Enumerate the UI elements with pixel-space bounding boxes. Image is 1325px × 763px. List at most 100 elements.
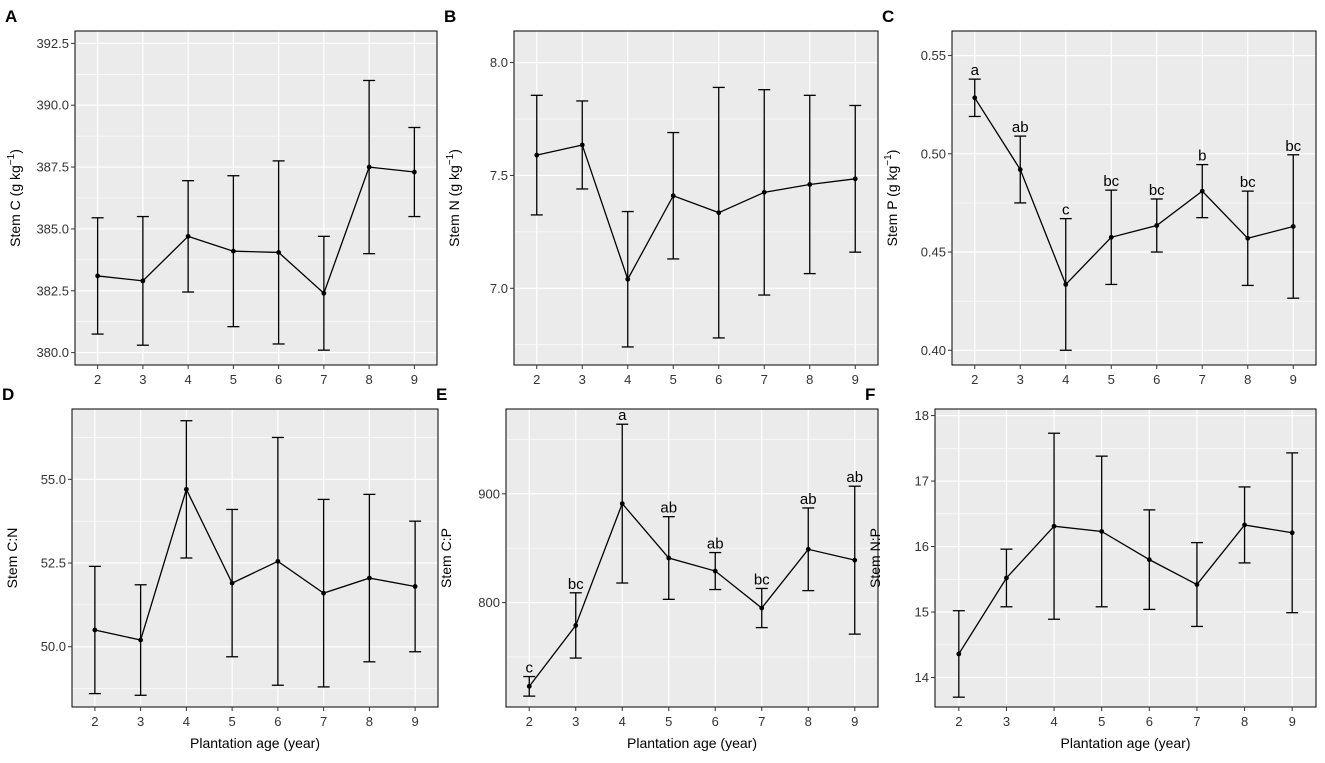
data-point [275, 558, 281, 564]
x-tick-label: 5 [665, 714, 672, 729]
data-point [1199, 188, 1205, 194]
x-tick-label: 6 [712, 714, 719, 729]
data-point [625, 276, 631, 282]
x-tick-label: 6 [715, 372, 722, 387]
significance-letter: c [526, 660, 534, 677]
y-axis-title-unit: (g kg [7, 165, 23, 196]
data-point [138, 637, 144, 643]
y-axis-title: Stem P (g kg−1) [883, 150, 900, 247]
significance-letter: bc [568, 576, 584, 593]
series-line [974, 97, 1294, 286]
panel-a: 380.0 382.5 385.0 387.5 390.0 392.5 2 3 4 5 6 7 8 9 St… [5, 7, 438, 387]
x-tick-label: 4 [1050, 714, 1057, 729]
x-tick-label: 3 [139, 372, 146, 387]
panel-background [514, 31, 878, 365]
data-point [573, 623, 579, 628]
y-tick-label: 15 [915, 605, 929, 620]
x-tick-label: 2 [955, 714, 962, 729]
x-tick-label: 7 [758, 714, 765, 729]
x-tick-label: 5 [1098, 714, 1105, 729]
panel-e: 800 900 2 3 4 5 6 7 8 9 Plantation age (year) Stem … [436, 385, 879, 751]
y-tick-label: 18 [915, 408, 929, 423]
significance-letter: bc [754, 571, 770, 588]
x-tick-label: 4 [624, 372, 631, 387]
x-tick-label: 3 [1017, 372, 1024, 387]
panel-letter: D [2, 385, 14, 404]
x-tick-label: 8 [366, 372, 373, 387]
significance-letter: ab [846, 469, 863, 486]
y-tick-label: 52.5 [41, 556, 66, 571]
data-point [411, 169, 417, 175]
panel-letter: B [444, 7, 456, 26]
data-point [807, 182, 813, 187]
x-tick-label: 6 [1146, 714, 1153, 729]
x-axis-title: Plantation age (year) [190, 735, 320, 751]
data-point [1063, 282, 1069, 287]
y-axis-title-main: Stem C:P [438, 528, 454, 588]
y-tick-label: 0.50 [921, 146, 946, 161]
y-axis-title-superscript: −1 [6, 153, 17, 165]
x-axis-title: Plantation age (year) [627, 735, 757, 751]
y-axis-title-main: Stem N [446, 196, 462, 247]
data-point [1146, 557, 1152, 563]
significance-letter: bc [1149, 182, 1165, 199]
data-point [670, 193, 676, 199]
data-point [852, 176, 858, 182]
x-tick-label: 5 [230, 372, 237, 387]
y-axis-title: Stem C:P [438, 528, 454, 588]
panel-border [951, 30, 1317, 366]
y-axis-title: Stem C (g kg−1) [6, 149, 23, 247]
x-tick-label: 2 [533, 372, 540, 387]
x-tick-label: 8 [806, 372, 813, 387]
panel-border [934, 408, 1317, 708]
data-point [276, 250, 282, 255]
panel-letter: A [5, 7, 17, 26]
y-tick-label: 17 [915, 474, 929, 489]
data-point [230, 248, 236, 254]
data-point [761, 189, 767, 195]
series-line [958, 524, 1293, 655]
data-point [852, 557, 858, 563]
panel-background [72, 409, 438, 707]
panel-border [71, 408, 439, 708]
panel-letter: C [882, 7, 894, 26]
x-tick-label: 9 [852, 372, 859, 387]
data-point [526, 683, 532, 689]
x-tick-label: 7 [761, 372, 768, 387]
x-tick-label: 3 [137, 714, 144, 729]
y-tick-label: 900 [478, 486, 500, 501]
data-point [1108, 234, 1114, 240]
x-tick-label: 8 [1241, 714, 1248, 729]
x-axis-title: Plantation age (year) [1061, 735, 1191, 751]
x-tick-label: 3 [1003, 714, 1010, 729]
data-point [1051, 523, 1057, 529]
x-tick-label: 4 [619, 714, 626, 729]
y-axis-title-unit: (g kg [446, 165, 462, 196]
y-tick-label: 7.5 [490, 168, 508, 183]
panel-d: 50.0 52.5 55.0 2 3 4 5 6 7 8 9 Plantation age (year… [2, 385, 439, 751]
y-axis-title-superscript: −1 [883, 154, 894, 166]
data-point [579, 142, 585, 148]
y-tick-label: 8.0 [490, 55, 508, 70]
significance-letter: a [618, 407, 627, 424]
x-tick-label: 2 [971, 372, 978, 387]
data-point [972, 95, 978, 101]
panel-border [513, 30, 879, 366]
data-point [1099, 529, 1105, 534]
significance-letter: c [1062, 202, 1070, 219]
x-tick-label: 3 [572, 714, 579, 729]
x-tick-label: 3 [579, 372, 586, 387]
x-tick-label: 2 [94, 372, 101, 387]
x-tick-label: 8 [805, 714, 812, 729]
data-point [183, 486, 189, 492]
significance-letter: bc [1285, 138, 1301, 155]
panel-letter: F [865, 385, 875, 404]
data-point [92, 627, 98, 633]
data-point [1154, 223, 1160, 228]
x-tick-label: 4 [1062, 372, 1069, 387]
y-axis-title-close: ) [446, 149, 462, 154]
y-tick-label: 16 [915, 539, 929, 554]
x-tick-label: 6 [275, 372, 282, 387]
y-tick-label: 387.5 [36, 160, 69, 175]
x-tick-label: 5 [229, 714, 236, 729]
